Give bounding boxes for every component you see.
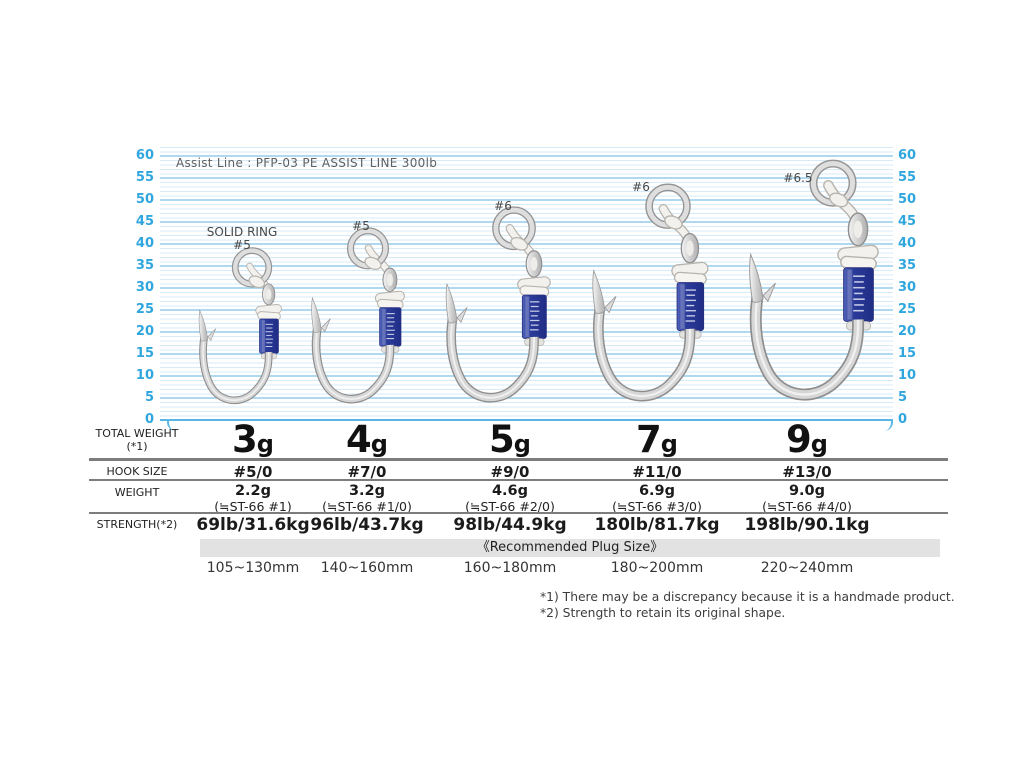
- gridline-major: [160, 155, 893, 157]
- axis-tick-label-left: 25: [135, 302, 154, 317]
- total-weight-value: 3g: [178, 421, 328, 463]
- row-label-footnote-ref: (*1): [126, 439, 148, 453]
- recommended-plug-size-header: 《Recommended Plug Size》: [200, 539, 940, 557]
- axis-tick-label-left: 15: [135, 346, 154, 361]
- solid-ring-icon: [228, 245, 276, 293]
- axis-tick-label-left: 30: [135, 280, 154, 295]
- axis-tick-label-right: 10: [898, 368, 917, 383]
- weight-equivalent: (≒ST-66 #4/0): [762, 499, 852, 514]
- axis-tick-label-left: 0: [144, 412, 154, 427]
- strength-value: 69lb/31.6kg: [196, 515, 310, 535]
- axis-tick-label-left: 45: [135, 214, 154, 229]
- gridline-major: [160, 353, 893, 355]
- axis-tick-label-right: 45: [898, 214, 917, 229]
- hook-weight-value: 3.2g: [348, 483, 386, 499]
- row-label-text: TOTAL WEIGHT: [95, 427, 179, 440]
- weight-equivalent: (≒ST-66 #2/0): [465, 499, 555, 514]
- axis-tick-label-right: 35: [898, 258, 917, 273]
- axis-tick-label-left: 50: [135, 192, 154, 207]
- axis-tick-label-left: 60: [135, 148, 154, 163]
- axis-tick-label-right: 15: [898, 346, 917, 361]
- strength-value: 98lb/44.9kg: [453, 515, 567, 535]
- gridline-major: [160, 221, 893, 223]
- axis-tick-label-right: 20: [898, 324, 917, 339]
- row-label-total-weight: TOTAL WEIGHT (*1): [85, 427, 189, 453]
- assist-line-note: Assist Line : PFP-03 PE ASSIST LINE 300l…: [176, 156, 438, 170]
- axis-tick-label-left: 10: [135, 368, 154, 383]
- strength-value: 198lb/90.1kg: [744, 515, 870, 535]
- total-weight-value: 4g: [292, 421, 442, 463]
- total-weight-value: 7g: [582, 421, 732, 463]
- baseline-end-cap-right: [884, 419, 893, 431]
- ring-size: #5: [233, 238, 251, 252]
- axis-tick-label-right: 50: [898, 192, 917, 207]
- hook-size-value: #9/0: [490, 463, 530, 481]
- axis-tick-label-right: 55: [898, 170, 917, 185]
- hook-size-value: #7/0: [347, 463, 387, 481]
- gridline-major: [160, 397, 893, 399]
- plug-size-value: 105~130mm: [206, 560, 300, 576]
- weight-unit: g: [810, 430, 828, 458]
- axis-tick-label-left: 20: [135, 324, 154, 339]
- weight-unit: g: [370, 430, 388, 458]
- plug-size-value: 160~180mm: [463, 560, 557, 576]
- axis-tick-label-right: 60: [898, 148, 917, 163]
- gridline-major: [160, 199, 893, 201]
- axis-tick-label-right: 40: [898, 236, 917, 251]
- ring-size-label: #6.5: [783, 171, 813, 185]
- hook-weight-value: 2.2g: [234, 483, 272, 499]
- plug-size-value: 180~200mm: [610, 560, 704, 576]
- table-rule: [89, 512, 948, 514]
- gridline-major: [160, 177, 893, 179]
- table-rule: [89, 479, 948, 481]
- axis-tick-label-left: 40: [135, 236, 154, 251]
- solid-ring-icon: [805, 157, 861, 213]
- plug-size-value: 220~240mm: [760, 560, 854, 576]
- footnotes: *1) There may be a discrepancy because i…: [540, 589, 955, 621]
- strength-value: 96lb/43.7kg: [310, 515, 424, 535]
- hook-size-value: #5/0: [233, 463, 273, 481]
- hook-weight-value: 6.9g: [638, 483, 676, 499]
- ring-size-label: SOLID RING #5: [190, 226, 294, 252]
- hook-size-value: #11/0: [632, 463, 682, 481]
- axis-tick-label-right: 25: [898, 302, 917, 317]
- hook-size-value: #13/0: [782, 463, 832, 481]
- weight-number: 4: [346, 418, 372, 461]
- footnote-2: *2) Strength to retain its original shap…: [540, 606, 786, 620]
- ring-size-label: #5: [352, 219, 370, 233]
- ring-size-label: #6: [494, 199, 512, 213]
- axis-tick-label-right: 30: [898, 280, 917, 295]
- weight-number: 9: [786, 418, 812, 461]
- weight-unit: g: [660, 430, 678, 458]
- row-label-weight: WEIGHT: [114, 486, 160, 499]
- total-weight-value: 5g: [435, 421, 585, 463]
- total-weight-value: 9g: [732, 421, 882, 463]
- weight-number: 7: [636, 418, 662, 461]
- hook-weight-value: 4.6g: [491, 483, 529, 499]
- hook-weight-value: 9.0g: [788, 483, 826, 499]
- weight-equivalent: (≒ST-66 #3/0): [612, 499, 702, 514]
- weight-number: 5: [489, 418, 515, 461]
- weight-number: 3: [232, 418, 258, 461]
- axis-tick-label-left: 55: [135, 170, 154, 185]
- axis-tick-label-right: 0: [898, 412, 908, 427]
- footnote-1: *1) There may be a discrepancy because i…: [540, 590, 955, 604]
- strength-value: 180lb/81.7kg: [594, 515, 720, 535]
- weight-unit: g: [256, 430, 274, 458]
- weight-unit: g: [513, 430, 531, 458]
- axis-tick-label-right: 5: [898, 390, 908, 405]
- axis-tick-label-left: 5: [144, 390, 154, 405]
- solid-ring-note: SOLID RING: [206, 225, 278, 239]
- baseline-end-cap-left: [167, 419, 176, 431]
- axis-tick-label-left: 35: [135, 258, 154, 273]
- row-label-hook-size: HOOK SIZE: [106, 465, 168, 478]
- weight-equivalent: (≒ST-66 #1): [214, 499, 292, 514]
- ring-size-label: #6: [632, 180, 650, 194]
- weight-equivalent: (≒ST-66 #1/0): [322, 499, 412, 514]
- table-rule: [89, 458, 948, 461]
- plug-size-value: 140~160mm: [320, 560, 414, 576]
- chart-baseline: [160, 419, 893, 421]
- row-label-strength: STRENGTH(*2): [96, 518, 178, 531]
